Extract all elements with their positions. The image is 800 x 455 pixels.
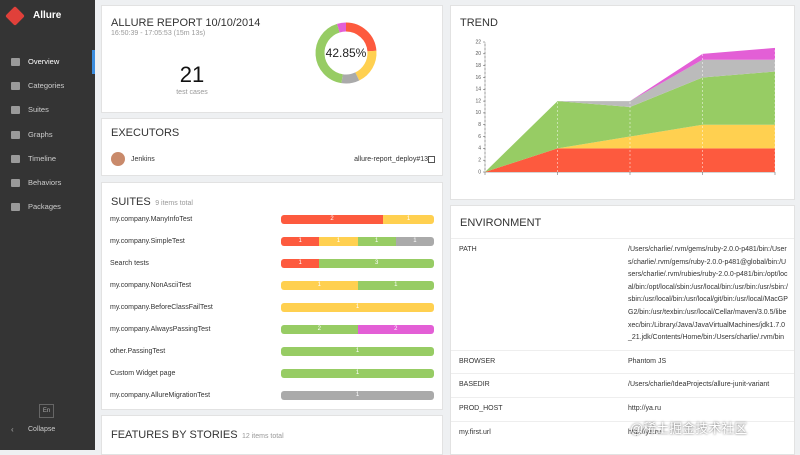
env-key: PATH	[459, 246, 477, 253]
nav-label: Categories	[28, 81, 65, 91]
nav-label: Behaviors	[28, 178, 62, 187]
env-key: my.first.url	[459, 428, 491, 436]
env-value: /Users/charlie/.rvm/gems/ruby-2.0.0-p481…	[628, 246, 788, 342]
status-segment: 1	[395, 237, 434, 246]
external-link-icon	[428, 156, 435, 163]
env-value: Phantom JS	[628, 357, 667, 365]
nav-item[interactable]: Packages	[0, 197, 95, 217]
suite-name[interactable]: my.company.ManyInfoTest	[110, 216, 193, 223]
nav-icon	[11, 203, 20, 212]
report-time: 16:50:39 - 17:05:53 (15m 13s)	[111, 30, 206, 37]
logo	[5, 6, 25, 26]
total-tests: 21	[179, 62, 205, 87]
nav-icon	[11, 58, 20, 66]
status-segment: 1	[383, 215, 434, 224]
nav-label: Suites	[28, 105, 49, 115]
status-segment: 1	[281, 259, 320, 268]
nav-item[interactable]: Timeline	[0, 149, 95, 169]
nav-label: Graphs	[28, 129, 53, 139]
executors-card: EXECUTORS Jenkins allure-report_deploy#1…	[101, 118, 443, 176]
env-value: http://ya.ru	[628, 404, 662, 412]
nav-icon	[11, 130, 20, 139]
suite-name[interactable]: my.company.AlwaysPassingTest	[110, 326, 211, 333]
nav-item[interactable]: Overview	[0, 52, 95, 72]
suites-title: SUITES	[111, 196, 151, 208]
env-key: BASEDIR	[459, 381, 490, 389]
env-key: BROWSER	[459, 357, 496, 365]
collapse-icon[interactable]: ‹	[11, 425, 14, 434]
status-segment: 1	[357, 237, 396, 246]
nav-icon	[11, 154, 20, 163]
suite-name[interactable]: my.company.BeforeClassFailTest	[110, 304, 213, 311]
suite-name[interactable]: my.company.AllureMigrationTest	[110, 392, 211, 399]
nav-icon	[11, 179, 20, 187]
suite-bar: 1	[281, 369, 434, 378]
total-label: test cases	[176, 89, 208, 96]
features-title: FEATURES BY STORIES	[111, 429, 238, 441]
nav-label: Overview	[28, 57, 60, 66]
nav-item[interactable]: Suites	[0, 100, 95, 120]
status-segment: 1	[281, 281, 358, 290]
status-segment: 2	[357, 325, 434, 334]
features-count: 12 items total	[242, 433, 284, 440]
environment-card: ENVIRONMENT PATH/Users/charlie/.rvm/gems…	[450, 205, 795, 455]
suite-bar: 1	[281, 347, 434, 356]
jenkins-avatar	[111, 152, 125, 166]
status-segment: 2	[281, 215, 383, 224]
env-row: PATH/Users/charlie/.rvm/gems/ruby-2.0.0-…	[451, 238, 794, 350]
status-segment: 1	[281, 237, 320, 246]
status-segment: 1	[357, 281, 434, 290]
watermark: @稀土掘金技术社区	[630, 421, 748, 436]
status-segment: 1	[319, 237, 358, 246]
nav-label: Packages	[28, 202, 61, 212]
env-row: PROD_HOST http://ya.ru	[451, 396, 794, 421]
report-title: ALLURE REPORT 10/10/2014	[111, 17, 261, 29]
suite-bar: 1	[281, 303, 434, 312]
status-segment: 1	[281, 391, 434, 400]
suites-count: 9 items total	[155, 200, 193, 207]
features-card: FEATURES BY STORIES 12 items total	[101, 415, 443, 455]
status-segment: 1	[281, 369, 434, 378]
env-row: BASEDIR/Users/charlie/IdeaProjects/allur…	[451, 373, 794, 397]
status-segment: 3	[319, 259, 434, 268]
suite-name[interactable]: my.company.SimpleTest	[110, 238, 185, 245]
summary-card: ALLURE REPORT 10/10/2014 16:50:39 - 17:0…	[101, 5, 443, 113]
suite-bar: 1	[281, 391, 434, 400]
environment-title: ENVIRONMENT	[460, 217, 542, 229]
sidebar: Allure Overview Categories Suites Graphs Tim…	[0, 0, 95, 450]
env-key: PROD_HOST	[459, 404, 503, 412]
nav-icon	[11, 106, 20, 115]
executor-name: Jenkins	[131, 156, 155, 163]
nav-item[interactable]: Behaviors	[0, 173, 95, 193]
language-button[interactable]: En	[39, 404, 54, 418]
env-row: my.first.url http://ya.ru	[451, 420, 794, 445]
env-value: /Users/charlie/IdeaProjects/allure-junit…	[628, 381, 770, 389]
build-link[interactable]: allure-report_deploy#13	[354, 156, 428, 163]
suite-name[interactable]: other.PassingTest	[110, 348, 166, 355]
executors-title: EXECUTORS	[111, 127, 180, 139]
status-segment: 1	[281, 303, 434, 312]
collapse-button[interactable]: Collapse	[28, 426, 56, 433]
suite-name[interactable]: Custom Widget page	[110, 370, 176, 377]
env-row: BROWSER Phantom JS	[451, 349, 794, 374]
brand: Allure	[33, 10, 62, 21]
nav-item[interactable]: Graphs	[0, 125, 95, 145]
trend-card: TREND	[450, 5, 795, 200]
nav-label: Timeline	[28, 153, 57, 163]
status-segment: 1	[281, 347, 434, 356]
env-value: http://ya.ru	[628, 428, 662, 436]
status-segment: 2	[281, 325, 358, 334]
nav-icon	[11, 82, 20, 91]
trend-title: TREND	[460, 17, 498, 29]
nav-item[interactable]: Categories	[0, 76, 95, 96]
suite-name[interactable]: Search tests	[110, 260, 149, 267]
active-indicator	[92, 50, 95, 74]
suite-name[interactable]: my.company.NonAsciiTest	[110, 282, 192, 289]
